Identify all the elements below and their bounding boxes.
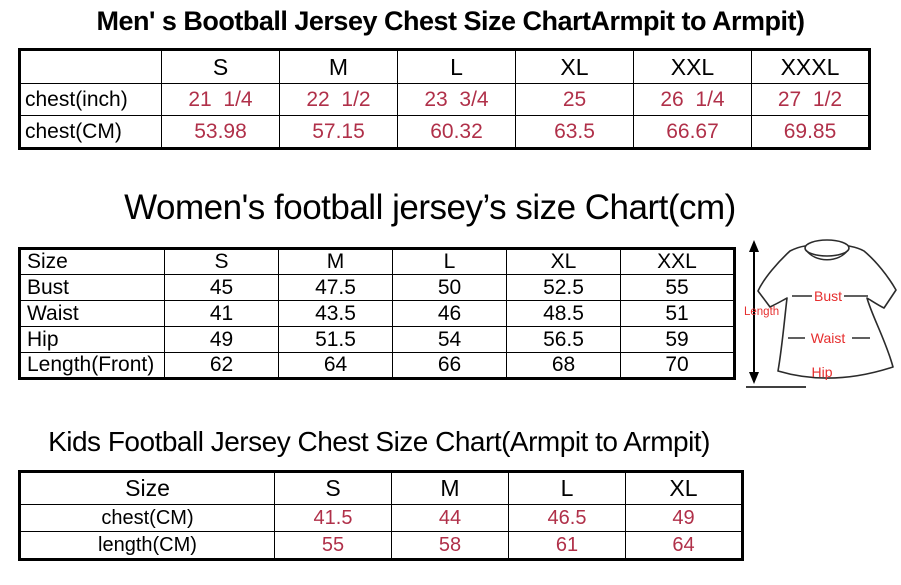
value-cell: 54 — [392, 326, 507, 353]
value-cell: 47.5 — [278, 274, 393, 301]
men-header-xxl: XXL — [633, 49, 752, 84]
men-chest-cm-row: chest(CM) 53.98 57.15 60.32 63.5 66.67 6… — [19, 115, 870, 149]
row-label: chest(CM) — [19, 504, 275, 532]
men-header-empty — [19, 49, 162, 84]
value-cell: 68 — [506, 352, 621, 379]
tshirt-outline — [757, 239, 897, 379]
value-cell: 46.5 — [508, 504, 626, 532]
hip-label: Hip — [811, 364, 832, 380]
kids-header-m: M — [391, 471, 509, 505]
women-header-m: M — [278, 248, 393, 275]
kids-header-row: Size S M L XL — [19, 471, 743, 505]
women-header-size: Size — [19, 248, 165, 275]
value-cell: 49 — [164, 326, 279, 353]
men-header-row: S M L XL XXL XXXL — [19, 49, 870, 84]
value-cell: 70 — [620, 352, 735, 379]
row-label: chest(CM) — [19, 115, 162, 149]
women-header-xxl: XXL — [620, 248, 735, 275]
kids-header-l: L — [508, 471, 626, 505]
men-chest-inch-row: chest(inch) 21 1/4 22 1/2 23 3/4 25 26 1… — [19, 83, 870, 116]
value-cell: 41.5 — [274, 504, 392, 532]
length-label: Length — [744, 306, 779, 318]
value-cell: 66 — [392, 352, 507, 379]
women-size-table: Size S M L XL XXL Bust 45 47.5 50 52.5 5… — [18, 247, 736, 380]
value-cell: 60.32 — [397, 115, 516, 149]
value-cell: 26 1/4 — [633, 83, 752, 116]
value-cell: 61 — [508, 531, 626, 560]
value-cell: 51 — [620, 300, 735, 327]
kids-chest-row: chest(CM) 41.5 44 46.5 49 — [19, 504, 743, 532]
value-cell: 21 1/4 — [161, 83, 280, 116]
value-cell: 46 — [392, 300, 507, 327]
value-cell: 56.5 — [506, 326, 621, 353]
value-cell: 52.5 — [506, 274, 621, 301]
men-header-xxxl: XXXL — [751, 49, 870, 84]
value-cell: 64 — [625, 531, 743, 560]
women-hip-row: Hip 49 51.5 54 56.5 59 — [19, 326, 735, 353]
value-cell: 41 — [164, 300, 279, 327]
value-cell: 53.98 — [161, 115, 280, 149]
row-label: Length(Front) — [19, 352, 165, 379]
women-header-row: Size S M L XL XXL — [19, 248, 735, 275]
men-header-s: S — [161, 49, 280, 84]
value-cell: 43.5 — [278, 300, 393, 327]
value-cell: 44 — [391, 504, 509, 532]
value-cell: 55 — [274, 531, 392, 560]
value-cell: 22 1/2 — [279, 83, 398, 116]
value-cell: 27 1/2 — [751, 83, 870, 116]
row-label: length(CM) — [19, 531, 275, 560]
women-header-l: L — [392, 248, 507, 275]
value-cell: 23 3/4 — [397, 83, 516, 116]
value-cell: 48.5 — [506, 300, 621, 327]
women-chart-title: Women's football jersey’s size Chart(cm) — [124, 188, 736, 227]
value-cell: 49 — [625, 504, 743, 532]
measurement-lines — [788, 295, 870, 339]
value-cell: 58 — [391, 531, 509, 560]
value-cell: 25 — [515, 83, 634, 116]
men-chart-title: Men' s Bootball Jersey Chest Size ChartA… — [96, 6, 805, 36]
kids-chart-title: Kids Football Jersey Chest Size Chart(Ar… — [48, 426, 710, 457]
kids-header-size: Size — [19, 471, 275, 505]
value-cell: 45 — [164, 274, 279, 301]
value-cell: 59 — [620, 326, 735, 353]
value-cell: 69.85 — [751, 115, 870, 149]
length-arrow — [746, 240, 806, 388]
men-header-xl: XL — [515, 49, 634, 84]
value-cell: 66.67 — [633, 115, 752, 149]
value-cell: 62 — [164, 352, 279, 379]
row-label: Waist — [19, 300, 165, 327]
value-cell: 55 — [620, 274, 735, 301]
women-waist-row: Waist 41 43.5 46 48.5 51 — [19, 300, 735, 327]
women-length-row: Length(Front) 62 64 66 68 70 — [19, 352, 735, 379]
kids-header-s: S — [274, 471, 392, 505]
women-header-xl: XL — [506, 248, 621, 275]
bust-label: Bust — [814, 288, 842, 304]
value-cell: 63.5 — [515, 115, 634, 149]
kids-header-xl: XL — [625, 471, 743, 505]
value-cell: 64 — [278, 352, 393, 379]
men-header-l: L — [397, 49, 516, 84]
value-cell: 50 — [392, 274, 507, 301]
men-header-m: M — [279, 49, 398, 84]
women-header-s: S — [164, 248, 279, 275]
kids-size-table: Size S M L XL chest(CM) 41.5 44 46.5 49 … — [18, 470, 744, 561]
men-size-table: S M L XL XXL XXXL chest(inch) 21 1/4 22 … — [18, 48, 871, 150]
value-cell: 51.5 — [278, 326, 393, 353]
waist-label: Waist — [811, 330, 846, 346]
row-label: Bust — [19, 274, 165, 301]
kids-length-row: length(CM) 55 58 61 64 — [19, 531, 743, 560]
value-cell: 57.15 — [279, 115, 398, 149]
row-label: chest(inch) — [19, 83, 162, 116]
women-bust-row: Bust 45 47.5 50 52.5 55 — [19, 274, 735, 301]
row-label: Hip — [19, 326, 165, 353]
tshirt-measurement-diagram: Length Bust Waist Hip — [744, 239, 897, 388]
